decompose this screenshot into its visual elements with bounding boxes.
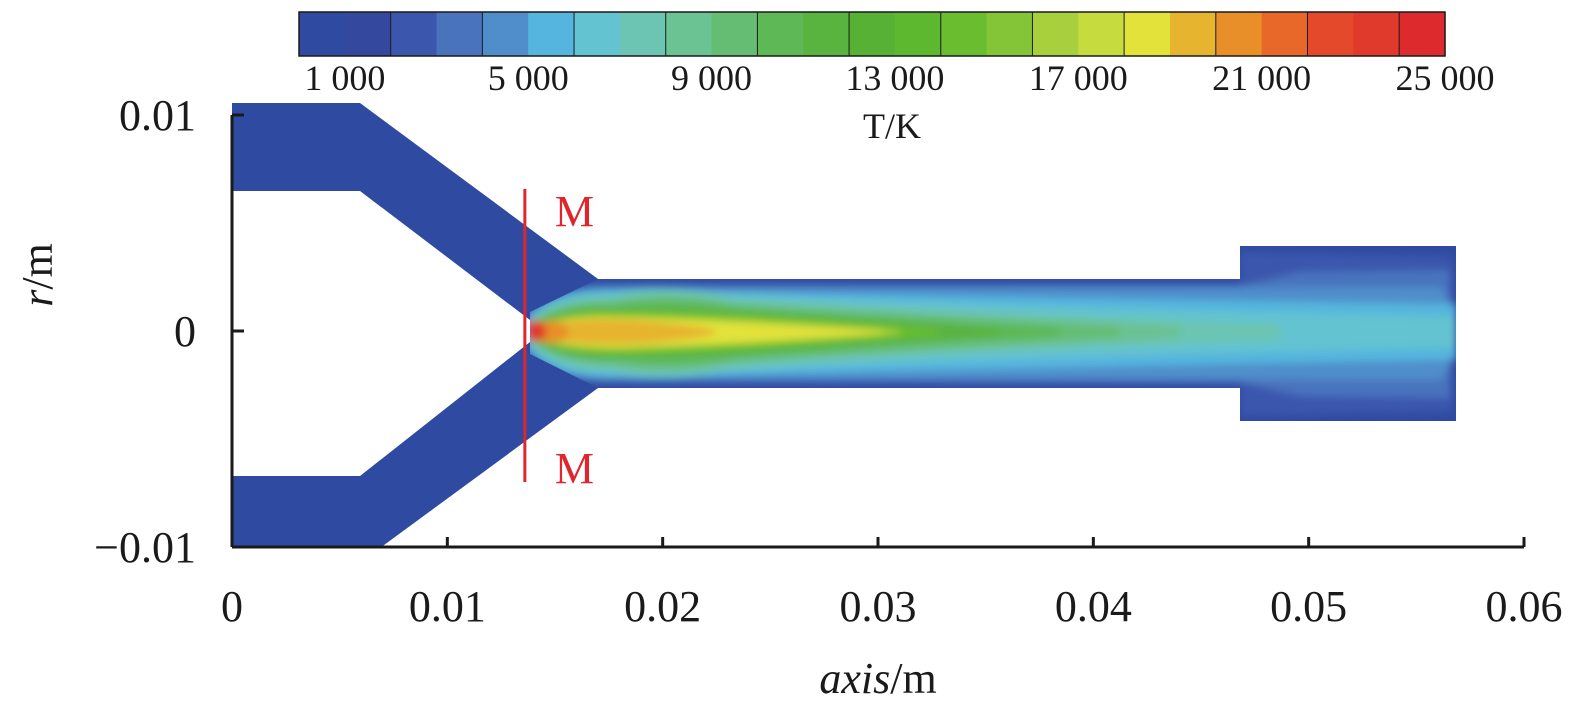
colorbar-swatch (711, 12, 758, 56)
colorbar-swatch (1261, 12, 1309, 56)
colorbar-title-var: T (863, 106, 885, 146)
y-tick-label: −0.01 (94, 523, 196, 572)
colorbar-swatch (299, 12, 346, 56)
colorbar-swatch (849, 12, 896, 56)
x-tick-label: 0.02 (624, 582, 701, 631)
x-tick-label: 0.01 (409, 582, 486, 631)
annotation-m-top: M (555, 187, 594, 236)
y-axis-title-unit: /m (13, 243, 62, 289)
colorbar-swatch (665, 12, 713, 56)
x-tick-label: 0.03 (840, 582, 917, 631)
colorbar-swatch (757, 12, 804, 56)
colorbar-swatch (986, 12, 1034, 56)
colorbar-tick-label: 25 000 (1396, 58, 1495, 98)
inlet-channel-upper (232, 103, 598, 320)
colorbar-swatch (1078, 12, 1125, 56)
cut-line-m: M M (523, 187, 594, 493)
colorbar-swatch (1353, 12, 1400, 56)
contour-bands (530, 252, 1456, 416)
x-tick-label: 0 (221, 582, 243, 631)
colorbar-title: T/K (863, 106, 921, 146)
colorbar-swatch (1215, 12, 1263, 56)
colorbar-swatch (894, 12, 942, 56)
y-axis-title: r/m (13, 243, 62, 307)
colorbar-swatch (803, 12, 850, 56)
y-axis-title-var: r (13, 289, 62, 307)
colorbar-frame (298, 11, 1446, 57)
colorbar-swatch (390, 12, 438, 56)
x-axis-title-unit: /m (890, 654, 936, 703)
x-tick-label: 0.05 (1270, 582, 1347, 631)
x-tick-label: 0.04 (1055, 582, 1132, 631)
colorbar-swatch (1399, 12, 1446, 56)
y-ticks: 0.01 0 −0.01 (94, 91, 244, 572)
colorbar-tick-label: 9 000 (671, 58, 752, 98)
colorbar-swatch (344, 12, 392, 56)
inlet-channel-lower (232, 342, 598, 548)
x-axis-title: axis/m (819, 654, 936, 703)
colorbar-swatch (1307, 12, 1354, 56)
band-24000 (530, 320, 547, 342)
y-tick-label: 0 (174, 307, 196, 356)
colorbar-swatch (574, 12, 621, 56)
colorbar: 1 000 5 000 9 000 13 000 17 000 21 000 25 000 (298, 11, 1495, 98)
colorbar-swatch (436, 12, 483, 56)
colorbar-swatch (528, 12, 575, 56)
x-ticks: 0 0.01 0.02 0.03 0.04 0.05 0.06 (221, 537, 1563, 631)
temperature-field (232, 103, 1456, 548)
x-tick-label: 0.06 (1486, 582, 1563, 631)
axes: 0 0.01 0.02 0.03 0.04 0.05 0.06 0.01 0 −0.01 (94, 91, 1562, 631)
colorbar-swatch (1169, 12, 1217, 56)
colorbar-tick-label: 1 000 (304, 58, 385, 98)
colorbar-tick-label: 5 000 (488, 58, 569, 98)
y-tick-label: 0.01 (119, 91, 196, 140)
colorbar-tick-label: 17 000 (1029, 58, 1128, 98)
colorbar-tick-label: 13 000 (845, 58, 944, 98)
colorbar-swatch (482, 12, 529, 56)
colorbar-swatch (940, 12, 988, 56)
colorbar-swatch (619, 12, 667, 56)
colorbar-tick-label: 21 000 (1212, 58, 1311, 98)
band-20000 (537, 319, 715, 344)
colorbar-swatch (1032, 12, 1079, 56)
annotation-m-bottom: M (555, 444, 594, 493)
x-axis-title-var: axis (819, 654, 890, 703)
colorbar-swatch (1124, 12, 1171, 56)
colorbar-title-unit: /K (885, 106, 921, 146)
